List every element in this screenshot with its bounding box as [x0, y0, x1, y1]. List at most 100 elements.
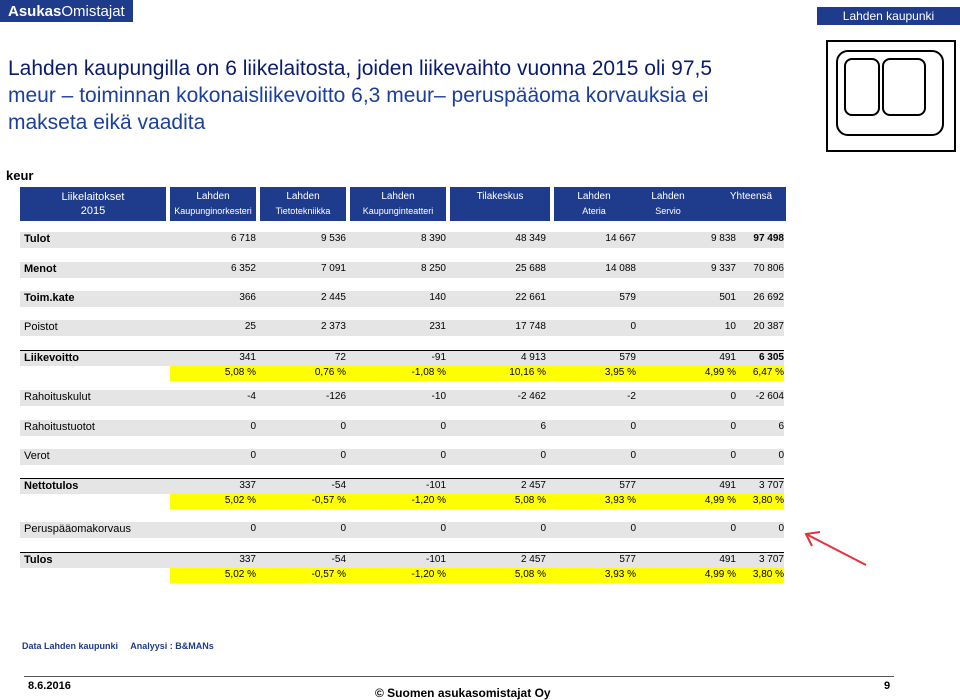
row-label: Nettotulos [24, 480, 79, 492]
table-cell: 20 387 [753, 321, 784, 332]
table-cell: 0 [730, 523, 736, 534]
column-header-3: Lahden Tietotekniikka [260, 187, 346, 221]
table-cell: 0 [630, 450, 636, 461]
table-cell: 2 457 [520, 480, 546, 491]
table-cell: 4 913 [520, 352, 546, 363]
row-label: Peruspääomakorvaus [24, 523, 132, 535]
column-header-line-1: Liikelaitokset [61, 191, 125, 203]
table-cell: 0 [340, 450, 346, 461]
table-cell: 0 [250, 450, 256, 461]
table-cell: 9 536 [320, 233, 346, 244]
footer-copyright: © Suomen asukasomistajat Oy [375, 686, 551, 700]
table-cell: 366 [239, 292, 256, 303]
table-cell: 0 [340, 523, 346, 534]
column-header-line-2: Kaupunginorkesteri [174, 206, 252, 216]
table-cell: 2 457 [520, 554, 546, 565]
city-tag: Lahden kaupunki [817, 7, 960, 25]
table-cell: 491 [719, 480, 736, 491]
percentage-cell: -0,57 % [311, 495, 346, 506]
table-cell: 14 088 [605, 263, 636, 274]
column-header-line-2: Kaupunginteatteri [362, 206, 434, 216]
percentage-cell: 0,76 % [314, 367, 346, 378]
footer-date: 8.6.2016 [28, 680, 71, 692]
table-cell: 0 [630, 523, 636, 534]
table-cell: -91 [431, 352, 446, 363]
table-cell: 2 445 [320, 292, 346, 303]
table-row: Rahoituskulut -4 -126 -10 -2 462 -2 0 -2 604 [20, 390, 784, 406]
column-header-1: Liikelaitokset 2015 [20, 187, 166, 221]
table-cell: 25 688 [515, 263, 546, 274]
data-source: Data Lahden kaupunki [22, 641, 119, 651]
table-cell: -4 [247, 391, 256, 402]
percentage-cell: -1,20 % [411, 569, 446, 580]
column-header-line-1: Lahden [196, 191, 230, 202]
table-cell: 0 [340, 421, 346, 432]
percentage-row [170, 568, 784, 583]
column-header-line-2: 2015 [80, 205, 106, 217]
percentage-cell: 10,16 % [509, 367, 546, 378]
percentage-cell: 5,02 % [224, 495, 256, 506]
table-row: Tulos 337 -54 -101 2 457 577 491 3 707 [20, 552, 784, 568]
percentage-cell: 3,80 % [752, 569, 784, 580]
percentage-cell: 3,95 % [604, 367, 636, 378]
column-header-7: Lahden Servio [620, 187, 716, 221]
table-cell: 0 [250, 421, 256, 432]
percentage-cell: 3,93 % [604, 569, 636, 580]
table-cell: 577 [619, 480, 636, 491]
percentage-cell: 4,99 % [704, 367, 736, 378]
table-row: Peruspääomakorvaus 0 0 0 0 0 0 0 [20, 522, 784, 538]
table-cell: 10 [724, 321, 736, 332]
table-cell: 341 [239, 352, 256, 363]
unit-label: keur [6, 168, 34, 183]
table-cell: -101 [425, 480, 446, 491]
table-cell: 8 250 [420, 263, 446, 274]
table-cell: 501 [719, 292, 736, 303]
footer-note: Data Lahden kaupunki Analyysi : B&MANs [22, 641, 224, 651]
table-cell: 0 [630, 421, 636, 432]
percentage-cell: 5,08 % [224, 367, 256, 378]
percentage-cell: 5,08 % [514, 569, 546, 580]
percentage-row [170, 494, 784, 509]
table-cell: 337 [239, 554, 256, 565]
column-header-2: Lahden Kaupunginorkesteri [170, 187, 256, 221]
table-cell: 579 [619, 352, 636, 363]
table-row: Toim.kate 366 2 445 140 22 661 579 501 26 692 [20, 291, 784, 307]
column-header-line-2: Servio [655, 206, 681, 216]
column-header-8: Yhteensä [716, 187, 786, 221]
table-cell: 0 [730, 421, 736, 432]
table-cell: -126 [325, 391, 346, 402]
table-cell: 6 305 [758, 352, 784, 363]
table-cell: 231 [429, 321, 446, 332]
title-line-1: Lahden kaupungilla on 6 liikelaitosta, j… [8, 57, 713, 80]
table-cell: -2 462 [517, 391, 546, 402]
table-cell: -101 [425, 554, 446, 565]
column-header-line-1: Lahden [577, 191, 611, 202]
pointer-arrow-icon [804, 531, 867, 566]
table-cell: 0 [250, 523, 256, 534]
column-header-line-2: Tietotekniikka [275, 206, 331, 216]
table-cell: 0 [440, 523, 446, 534]
table-cell: 491 [719, 554, 736, 565]
percentage-cell: 6,47 % [752, 367, 784, 378]
table-cell: 9 337 [710, 263, 736, 274]
table-cell: 0 [630, 321, 636, 332]
column-header-line-1: Lahden [651, 191, 685, 202]
table-cell: -54 [331, 554, 346, 565]
table-cell: 577 [619, 554, 636, 565]
percentage-cell: 3,80 % [752, 495, 784, 506]
table-cell: 0 [440, 421, 446, 432]
brand-logo-text: AsukasOmistajat [0, 0, 133, 22]
percentage-cell: 5,08 % [514, 495, 546, 506]
table-cell: 72 [334, 352, 346, 363]
table-cell: -2 604 [755, 391, 784, 402]
percentage-cell: -1,20 % [411, 495, 446, 506]
table-cell: 97 498 [753, 233, 784, 244]
table-cell: 6 [540, 421, 546, 432]
percentage-cell: 3,93 % [604, 495, 636, 506]
table-row: Poistot 25 2 373 231 17 748 0 10 20 387 [20, 320, 784, 336]
table-row: Nettotulos 337 -54 -101 2 457 577 491 3 707 [20, 478, 784, 494]
row-label: Rahoituskulut [24, 391, 91, 403]
table-row: Liikevoitto 341 72 -91 4 913 579 491 6 305 [20, 350, 784, 366]
table-row: Tulot 6 718 9 536 8 390 48 349 14 667 9 838 97 … [20, 232, 784, 248]
table-cell: 6 [778, 421, 784, 432]
